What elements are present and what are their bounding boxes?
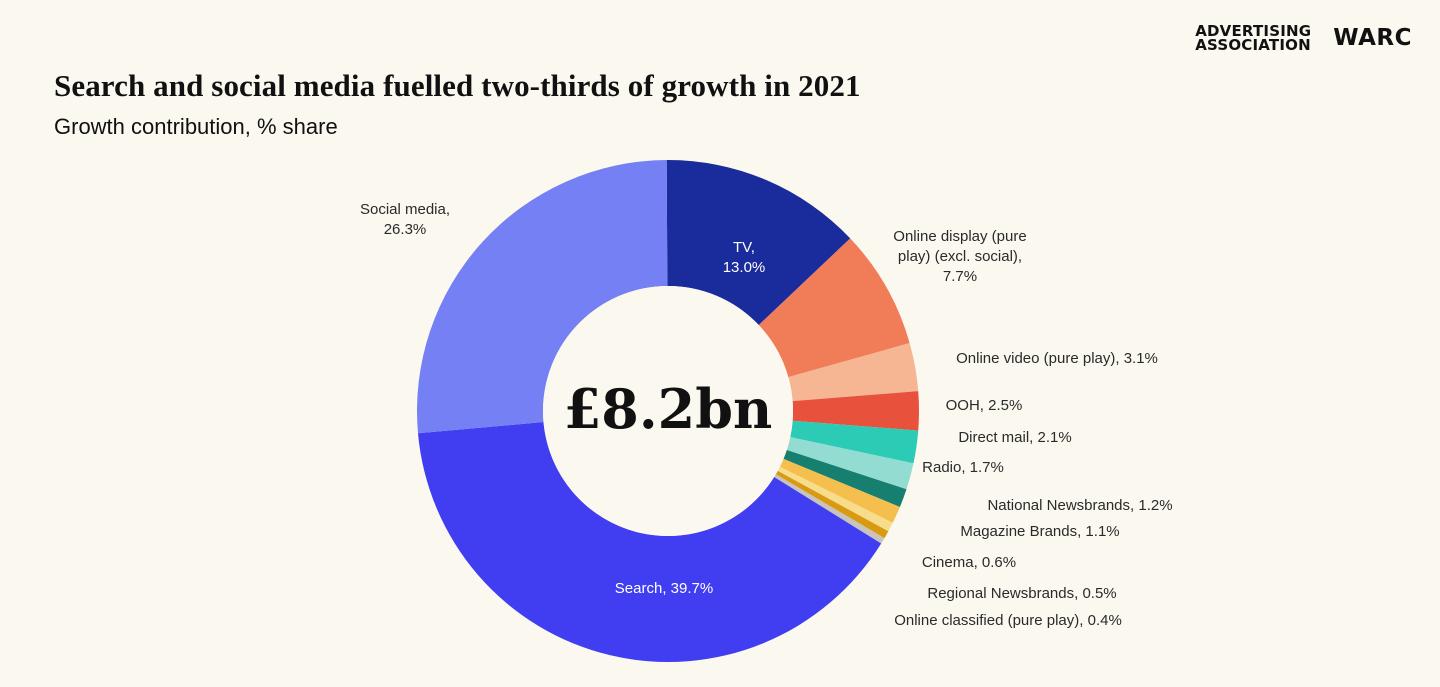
label-line: Radio, 1.7% bbox=[922, 459, 1004, 476]
slice-online-video-pure-play bbox=[788, 343, 919, 402]
label-line: 7.7% bbox=[943, 268, 977, 285]
label-online-video-pure-play: Online video (pure play), 3.1% bbox=[956, 350, 1158, 367]
slice-magazine-brands bbox=[779, 458, 900, 523]
label-line: 13.0% bbox=[723, 259, 766, 276]
slice-ooh bbox=[792, 391, 919, 431]
slice-cinema bbox=[777, 466, 893, 532]
label-line: Social media, bbox=[360, 201, 450, 218]
warc-logo: WARC bbox=[1333, 25, 1412, 51]
label-line: Direct mail, 2.1% bbox=[958, 429, 1071, 446]
label-ooh: OOH, 2.5% bbox=[946, 397, 1023, 414]
label-line: 26.3% bbox=[384, 221, 427, 238]
label-radio: Radio, 1.7% bbox=[922, 459, 1004, 476]
slice-radio bbox=[786, 437, 914, 490]
slice-online-classified-pure-play bbox=[774, 474, 885, 544]
label-cinema: Cinema, 0.6% bbox=[922, 554, 1016, 571]
slice-direct-mail bbox=[790, 420, 919, 464]
slice-regional-newsbrands bbox=[775, 470, 889, 539]
slice-online-display-pure-play-excl-social bbox=[758, 238, 910, 378]
center-total-label: £8.2bn bbox=[564, 377, 773, 441]
advertising-association-logo: ADVERTISING ASSOCIATION bbox=[1195, 22, 1312, 54]
label-tv: TV, 13.0% bbox=[723, 239, 766, 276]
donut-slices bbox=[417, 159, 919, 663]
label-regional-newsbrands: Regional Newsbrands, 0.5% bbox=[927, 585, 1116, 602]
label-social-media: Social media, 26.3% bbox=[360, 201, 450, 238]
donut-hole bbox=[543, 286, 793, 536]
slice-labels: TV, 13.0% Online display (pure play) (excl.… bbox=[360, 201, 1173, 629]
chart-subtitle: Growth contribution, % share bbox=[54, 114, 338, 139]
label-line: TV, bbox=[733, 239, 755, 256]
label-online-classified-pure-play: Online classified (pure play), 0.4% bbox=[894, 612, 1122, 629]
label-magazine-brands: Magazine Brands, 1.1% bbox=[960, 523, 1119, 540]
logos: ADVERTISING ASSOCIATION WARC bbox=[1195, 22, 1412, 54]
label-line: National Newsbrands, 1.2% bbox=[987, 497, 1172, 514]
label-line: Cinema, 0.6% bbox=[922, 554, 1016, 571]
label-search: Search, 39.7% bbox=[615, 580, 713, 597]
slice-tv bbox=[666, 159, 851, 326]
chart-title: Search and social media fuelled two-thir… bbox=[54, 68, 861, 103]
label-line: Regional Newsbrands, 0.5% bbox=[927, 585, 1116, 602]
label-direct-mail: Direct mail, 2.1% bbox=[958, 429, 1071, 446]
logo-aa-line1: ADVERTISING bbox=[1195, 22, 1312, 40]
label-line: Online classified (pure play), 0.4% bbox=[894, 612, 1122, 629]
label-line: Search, 39.7% bbox=[615, 580, 713, 597]
label-online-display-pure-play-excl-social: Online display (pure play) (excl. social)… bbox=[893, 228, 1026, 285]
label-line: Online display (pure bbox=[893, 228, 1026, 245]
slice-national-newsbrands bbox=[783, 449, 907, 508]
label-line: Online video (pure play), 3.1% bbox=[956, 350, 1158, 367]
label-national-newsbrands: National Newsbrands, 1.2% bbox=[987, 497, 1172, 514]
label-line: Magazine Brands, 1.1% bbox=[960, 523, 1119, 540]
slice-social-media bbox=[417, 160, 668, 434]
label-line: play) (excl. social), bbox=[898, 248, 1022, 265]
logo-aa-line2: ASSOCIATION bbox=[1195, 36, 1311, 54]
slice-search bbox=[417, 422, 882, 663]
label-line: OOH, 2.5% bbox=[946, 397, 1023, 414]
